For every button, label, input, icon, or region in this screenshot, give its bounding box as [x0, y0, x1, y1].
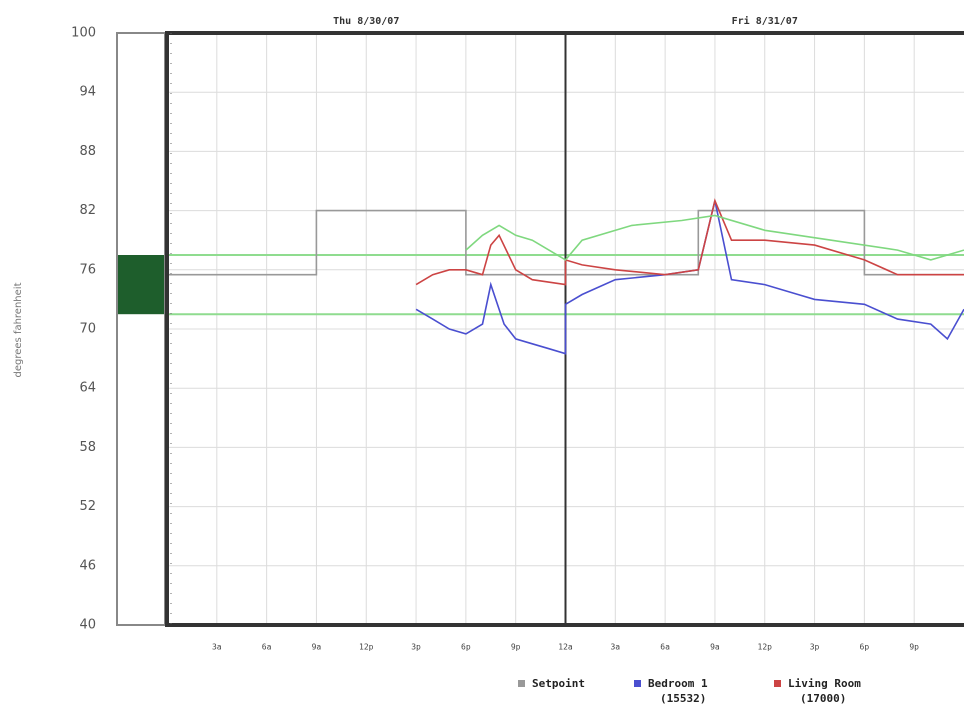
- x-tick-label: 6a: [660, 643, 670, 652]
- y-tick-label: 40: [79, 618, 96, 633]
- x-tick-label: 9p: [909, 643, 919, 652]
- series-line: [415, 198, 964, 286]
- indicator-box: [116, 32, 166, 626]
- legend-swatch: [774, 680, 781, 687]
- comfort-indicator: [118, 255, 164, 315]
- y-tick-label: 82: [79, 203, 96, 218]
- y-tick-label: 76: [79, 262, 96, 277]
- series-line: [415, 200, 964, 355]
- day-label: Thu 8/30/07: [333, 16, 399, 27]
- legend-sublabel: (15532): [660, 692, 706, 705]
- plot-frame: [165, 31, 964, 627]
- legend-sublabel: (17000): [800, 692, 846, 705]
- x-tick-label: 9a: [710, 643, 720, 652]
- y-tick-label: 70: [79, 322, 96, 337]
- series-line: [167, 209, 964, 276]
- y-tick-label: 52: [79, 499, 96, 514]
- x-tick-label: 3p: [411, 643, 421, 652]
- x-tick-label: 12p: [359, 643, 374, 652]
- y-tick-label: 94: [79, 85, 96, 100]
- day-label: Fri 8/31/07: [732, 15, 798, 27]
- x-tick-label: 6a: [262, 643, 272, 652]
- x-tick-label: 6p: [860, 643, 870, 652]
- x-tick-label: 12p: [758, 643, 773, 652]
- y-tick-label: 64: [79, 381, 96, 396]
- series-line: [465, 214, 964, 261]
- y-tick-label: 46: [79, 558, 96, 573]
- legend-label: Living Room: [788, 677, 861, 690]
- legend-label: Bedroom 1: [648, 677, 708, 690]
- legend-swatch: [634, 680, 641, 687]
- y-tick-label: 88: [79, 144, 96, 159]
- x-tick-label: 3a: [610, 643, 620, 652]
- x-tick-label: 3p: [810, 643, 820, 652]
- x-tick-label: 6p: [461, 643, 471, 652]
- x-tick-label: 9a: [312, 643, 322, 652]
- x-tick-label: 9p: [511, 643, 521, 652]
- x-tick-label: 12a: [558, 643, 573, 652]
- legend-label: Setpoint: [532, 677, 585, 690]
- x-tick-label: 3a: [212, 643, 222, 652]
- y-axis-label: degrees fahrenheit: [13, 282, 24, 377]
- y-tick-label: 58: [79, 440, 96, 455]
- legend-swatch: [518, 680, 525, 687]
- y-tick-label: 100: [71, 26, 96, 41]
